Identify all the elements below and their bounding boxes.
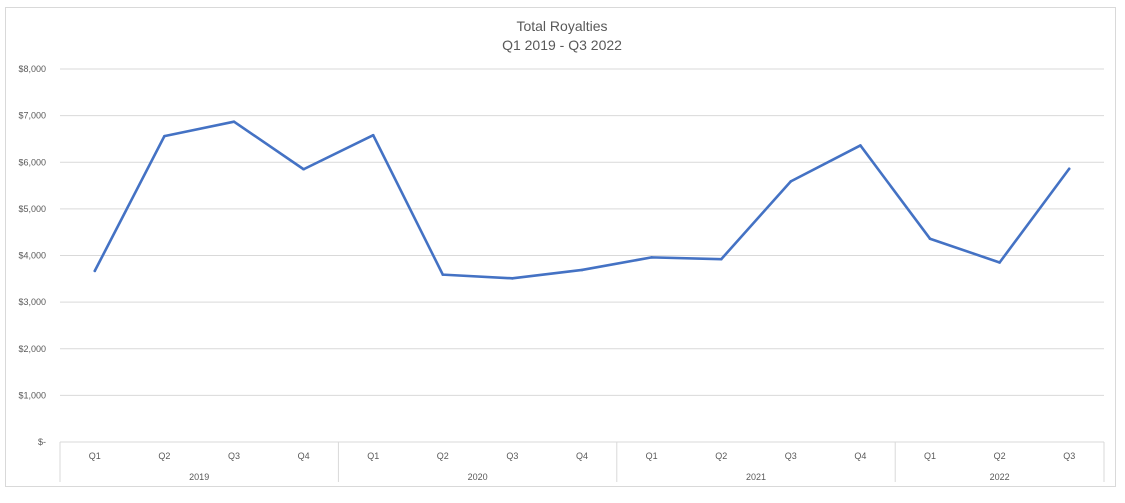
chart-subtitle: Q1 2019 - Q3 2022	[502, 37, 622, 53]
x-tick-label: Q2	[437, 451, 449, 461]
x-tick-label: Q2	[158, 451, 170, 461]
data-point	[928, 237, 932, 241]
x-tick-label: Q3	[785, 451, 797, 461]
data-point	[1067, 167, 1071, 171]
y-tick-label: $5,000	[18, 204, 46, 214]
data-point	[650, 256, 653, 259]
y-tick-label: $3,000	[18, 297, 46, 307]
y-axis-ticks: $- $1,000 $2,000 $3,000 $4,000 $5,000 $6,000 $7…	[18, 64, 46, 447]
series-line	[93, 120, 1071, 280]
line-chart: Total Royalties Q1 2019 - Q3 2022 $- $1,0…	[18, 18, 1105, 482]
y-tick-label: $6,000	[18, 157, 46, 167]
y-tick-label: $1,000	[18, 390, 46, 400]
x-tick-label: Q1	[367, 451, 379, 461]
y-tick-label: $7,000	[18, 111, 46, 121]
y-tick-label: $4,000	[18, 251, 46, 261]
y-tick-label: $-	[38, 437, 46, 447]
data-point	[163, 134, 166, 138]
y-tick-label: $8,000	[18, 64, 46, 74]
x-tick-label: Q1	[646, 451, 658, 461]
x-group-label: 2022	[990, 472, 1010, 482]
chart-frame: Total Royalties Q1 2019 - Q3 2022 $- $1,0…	[5, 7, 1116, 487]
data-point	[302, 167, 305, 171]
x-tick-label: Q4	[298, 451, 310, 461]
x-axis: Q1 Q2 Q3 Q4 2019 Q1 Q2 Q3 Q4 2020 Q1 Q2 Q3 Q4 2021 Q1 Q2…	[59, 441, 1105, 482]
x-tick-label: Q2	[994, 451, 1006, 461]
x-tick-label: Q1	[924, 451, 936, 461]
x-group-label: 2021	[746, 472, 766, 482]
x-group-label: 2020	[468, 472, 488, 482]
series-layer	[93, 120, 1071, 280]
x-tick-label: Q3	[1063, 451, 1075, 461]
x-tick-label: Q1	[89, 451, 101, 461]
gridlines	[60, 68, 1104, 443]
chart-title: Total Royalties	[516, 18, 607, 34]
x-group-label: 2019	[189, 472, 209, 482]
x-tick-label: Q3	[228, 451, 240, 461]
data-point	[998, 261, 1001, 264]
data-point	[859, 144, 862, 147]
x-tick-label: Q4	[576, 451, 588, 461]
x-tick-label: Q2	[715, 451, 727, 461]
data-point	[232, 120, 236, 123]
y-tick-label: $2,000	[18, 344, 46, 354]
x-tick-label: Q4	[854, 451, 866, 461]
data-point	[719, 257, 723, 261]
x-tick-label: Q3	[506, 451, 518, 461]
data-point	[511, 277, 514, 280]
data-point	[789, 180, 793, 183]
data-point	[441, 273, 445, 276]
data-point	[371, 133, 375, 137]
data-point	[93, 269, 97, 273]
data-point	[580, 268, 584, 272]
